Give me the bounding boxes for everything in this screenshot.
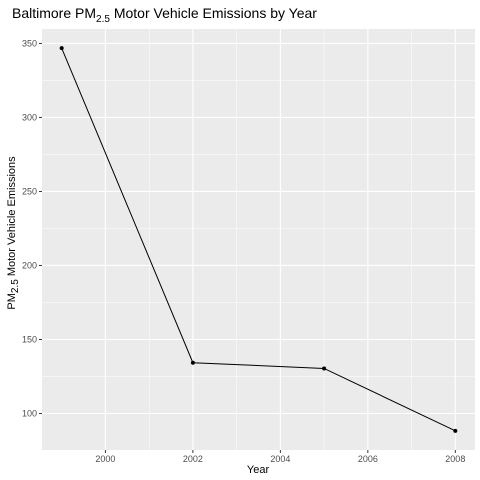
y-axis-title-subscript: 2.5 — [10, 279, 21, 293]
x-tick-label: 2000 — [95, 454, 115, 464]
data-point — [322, 366, 327, 371]
x-tick-label: 2002 — [183, 454, 203, 464]
y-axis-title-rest: Motor Vehicle Emissions — [6, 156, 18, 279]
y-axis-title-main: PM — [6, 293, 18, 310]
y-axis-title: PM2.5 Motor Vehicle Emissions — [6, 156, 21, 310]
chart-title-rest: Motor Vehicle Emissions by Year — [110, 5, 317, 21]
chart-title-subscript: 2.5 — [96, 14, 110, 25]
y-tick-label: 150 — [22, 334, 37, 344]
y-tick-label: 200 — [22, 260, 37, 270]
data-point — [453, 428, 458, 433]
chart-title: Baltimore PM2.5 Motor Vehicle Emissions … — [12, 5, 317, 25]
y-tick-label: 350 — [22, 38, 37, 48]
x-tick-label: 2004 — [270, 454, 290, 464]
data-point — [59, 46, 64, 51]
series-line — [61, 47, 456, 432]
y-tick-label: 250 — [22, 186, 37, 196]
panel-background — [42, 29, 475, 450]
chart-title-main: Baltimore PM — [12, 5, 96, 21]
data-point — [190, 360, 195, 365]
x-axis-title: Year — [247, 464, 270, 476]
x-tick-label: 2006 — [358, 454, 378, 464]
plot-area: 2000 2002 2004 2006 2008 100 150 200 250 300 350 — [22, 29, 475, 464]
y-tick-label: 300 — [22, 112, 37, 122]
y-tick-label: 100 — [22, 409, 37, 419]
x-tick-label: 2008 — [445, 454, 465, 464]
